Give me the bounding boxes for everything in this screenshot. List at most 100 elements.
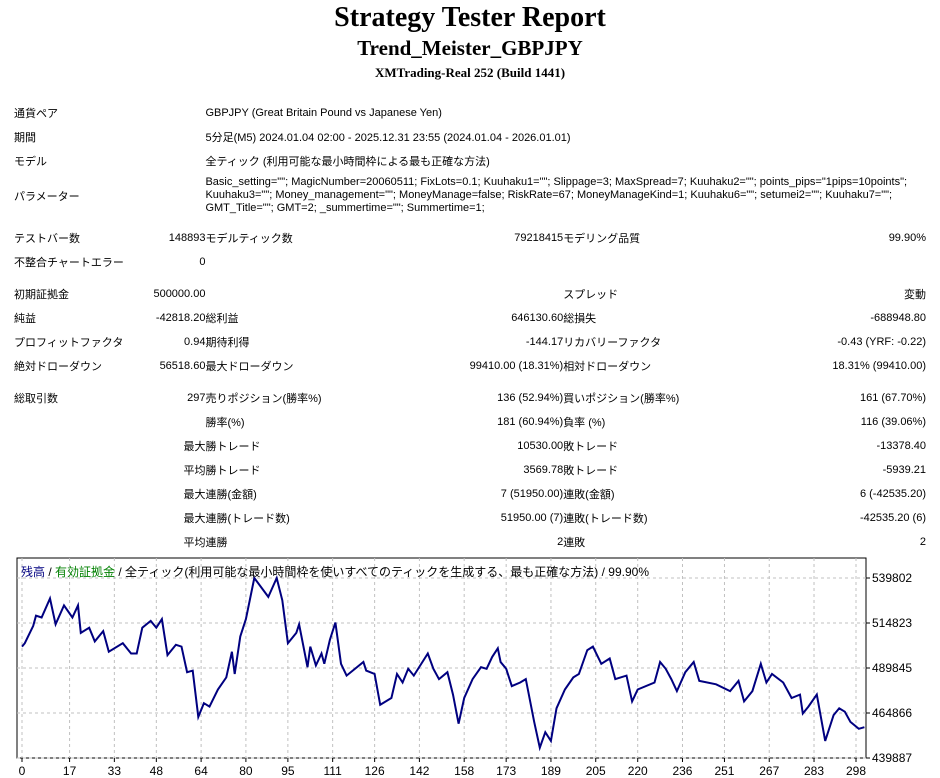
- legend-desc: / 全ティック(利用可能な最小時間枠を使いすべてのティックを生成する、最も正確な…: [115, 564, 649, 579]
- spacer: [14, 274, 926, 282]
- stat-label: [14, 506, 153, 530]
- stat-label: 敗トレード: [563, 441, 619, 453]
- stat-label: [563, 250, 724, 274]
- stat-label: 初期証拠金: [14, 289, 69, 301]
- x-tick-label: 48: [150, 764, 164, 778]
- stat-label: 連勝: [205, 537, 228, 549]
- stat-value: [153, 410, 205, 434]
- report-title: Strategy Tester Report: [334, 2, 606, 33]
- label: モデル: [14, 156, 47, 168]
- y-tick-label: 489845: [872, 661, 912, 675]
- x-tick-label: 220: [628, 764, 648, 778]
- stat-row: 不整合チャートエラー 0: [14, 250, 926, 274]
- stat-value: 平均: [183, 537, 206, 549]
- stat-value: 161 (67.70%): [859, 392, 926, 404]
- stat-value: 変動: [904, 289, 926, 301]
- stat-value: -42535.20 (6): [859, 512, 926, 524]
- stat-label: 総利益: [205, 313, 239, 325]
- stat-row: 勝率(%) 181 (60.94%) 負率 (%) 116 (39.06%): [14, 410, 926, 434]
- stat-value: 6 (-42535.20): [859, 488, 926, 500]
- stat-label: 負率 (%): [563, 417, 606, 429]
- stat-label: 勝トレード: [205, 465, 261, 477]
- stat-value: 2: [557, 536, 564, 548]
- expert-name: Trend_Meister_GBPJPY: [357, 36, 583, 60]
- stat-value: 最大: [183, 513, 206, 525]
- x-tick-label: 111: [324, 764, 343, 778]
- stat-value: 148893: [168, 232, 206, 244]
- value: 5分足(M5) 2024.01.04 02:00 - 2025.12.31 23…: [205, 132, 571, 144]
- legend-equity: 有効証拠金: [55, 564, 115, 579]
- stat-label: 連勝(トレード数): [205, 513, 290, 525]
- stat-row: 総取引数 297 売りポジション(勝率%) 136 (52.94%) 買いポジション(勝…: [14, 386, 926, 410]
- x-tick-label: 126: [365, 764, 385, 778]
- balance-line: [21, 574, 865, 752]
- stat-label: モデリング品質: [563, 233, 641, 245]
- spacer: [14, 378, 926, 386]
- stat-value: -0.43 (YRF: -0.22): [837, 336, 926, 348]
- stat-label: 相対ドローダウン: [563, 361, 652, 373]
- stat-row: 最大 勝トレード 10530.00 敗トレード -13378.40: [14, 434, 926, 458]
- x-tick-label: 33: [108, 764, 122, 778]
- stat-row: 平均 勝トレード 3569.78 敗トレード -5939.21: [14, 458, 926, 482]
- stat-row: 純益 -42818.20 総利益 646130.60 総損失 -688948.80: [14, 306, 926, 330]
- stat-label: [14, 482, 153, 506]
- stat-value: 2: [919, 536, 926, 548]
- y-tick-label: 539802: [872, 571, 912, 585]
- stat-value: 116 (39.06%): [860, 416, 926, 428]
- plot-area: [16, 557, 867, 759]
- stat-value: 136 (52.94%): [497, 392, 564, 404]
- x-tick-label: 64: [194, 764, 208, 778]
- stat-row: 最大 連勝(金額) 7 (51950.00) 連敗(金額) 6 (-42535.20): [14, 482, 926, 506]
- x-tick-label: 298: [846, 764, 866, 778]
- y-tick-label: 514823: [872, 616, 912, 630]
- row-params: パラメーター Basic_setting=""; MagicNumber=2006…: [14, 173, 926, 218]
- stat-label: [205, 282, 376, 306]
- legend-balance: 残高: [21, 564, 45, 579]
- stat-label: 純益: [14, 313, 36, 325]
- equity-chart: 0 17 33 48 64 80 95 111 126 142 158 173 189 205 220 236…: [16, 557, 912, 778]
- stat-label: 連敗(トレード数): [563, 513, 648, 525]
- stat-label: 勝率(%): [205, 417, 245, 429]
- stat-label: [14, 410, 153, 434]
- value: 全ティック (利用可能な最小時間枠による最も正確な方法): [205, 156, 490, 168]
- legend-sep: /: [45, 565, 55, 579]
- x-tick-label: 17: [63, 764, 77, 778]
- row-model: モデル 全ティック (利用可能な最小時間枠による最も正確な方法): [14, 149, 926, 173]
- stat-value: 51950.00 (7): [500, 512, 564, 524]
- stat-value: 500000.00: [153, 288, 206, 300]
- stat-value: 99410.00 (18.31%): [469, 360, 564, 372]
- stat-value: [724, 250, 926, 274]
- stat-row: 平均 連勝 2 連敗 2: [14, 530, 926, 554]
- x-tick-label: 236: [672, 764, 692, 778]
- y-tick-label: 439887: [872, 751, 912, 765]
- stat-value: -688948.80: [870, 312, 926, 324]
- stat-value: 99.90%: [888, 232, 926, 244]
- stat-value: 7 (51950.00): [500, 488, 564, 500]
- stat-value: 0.94: [184, 336, 206, 348]
- stat-label: 買いポジション(勝率%): [563, 393, 680, 405]
- stat-value: -42818.20: [155, 312, 206, 324]
- stat-label: 期待利得: [205, 337, 250, 349]
- stat-label: 絶対ドローダウン: [14, 361, 102, 373]
- server-build: XMTrading-Real 252 (Build 1441): [374, 65, 566, 80]
- label: パラメーター: [14, 190, 80, 203]
- stat-label: 連勝(金額): [205, 489, 257, 501]
- stat-value: -5939.21: [882, 464, 926, 476]
- label: 期間: [14, 132, 36, 144]
- stat-row: 絶対ドローダウン 56518.60 最大ドローダウン 99410.00 (18.31%…: [14, 354, 926, 378]
- value: Basic_setting=""; MagicNumber=20060511; …: [205, 176, 908, 214]
- stat-value: [377, 250, 563, 274]
- x-tick-label: 0: [19, 764, 26, 778]
- stat-value: 56518.60: [159, 360, 206, 372]
- stat-value: -13378.40: [876, 440, 926, 452]
- stat-value: 18.31% (99410.00): [832, 360, 926, 372]
- stat-label: 最大ドローダウン: [205, 361, 294, 373]
- x-tick-label: 283: [804, 764, 824, 778]
- stat-label: 勝トレード: [205, 441, 261, 453]
- x-tick-label: 142: [409, 764, 429, 778]
- stat-label: [14, 434, 153, 458]
- x-tick-label: 80: [239, 764, 253, 778]
- stat-value: 最大: [183, 441, 206, 453]
- x-tick-label: 205: [586, 764, 606, 778]
- stat-label: モデルティック数: [205, 233, 293, 245]
